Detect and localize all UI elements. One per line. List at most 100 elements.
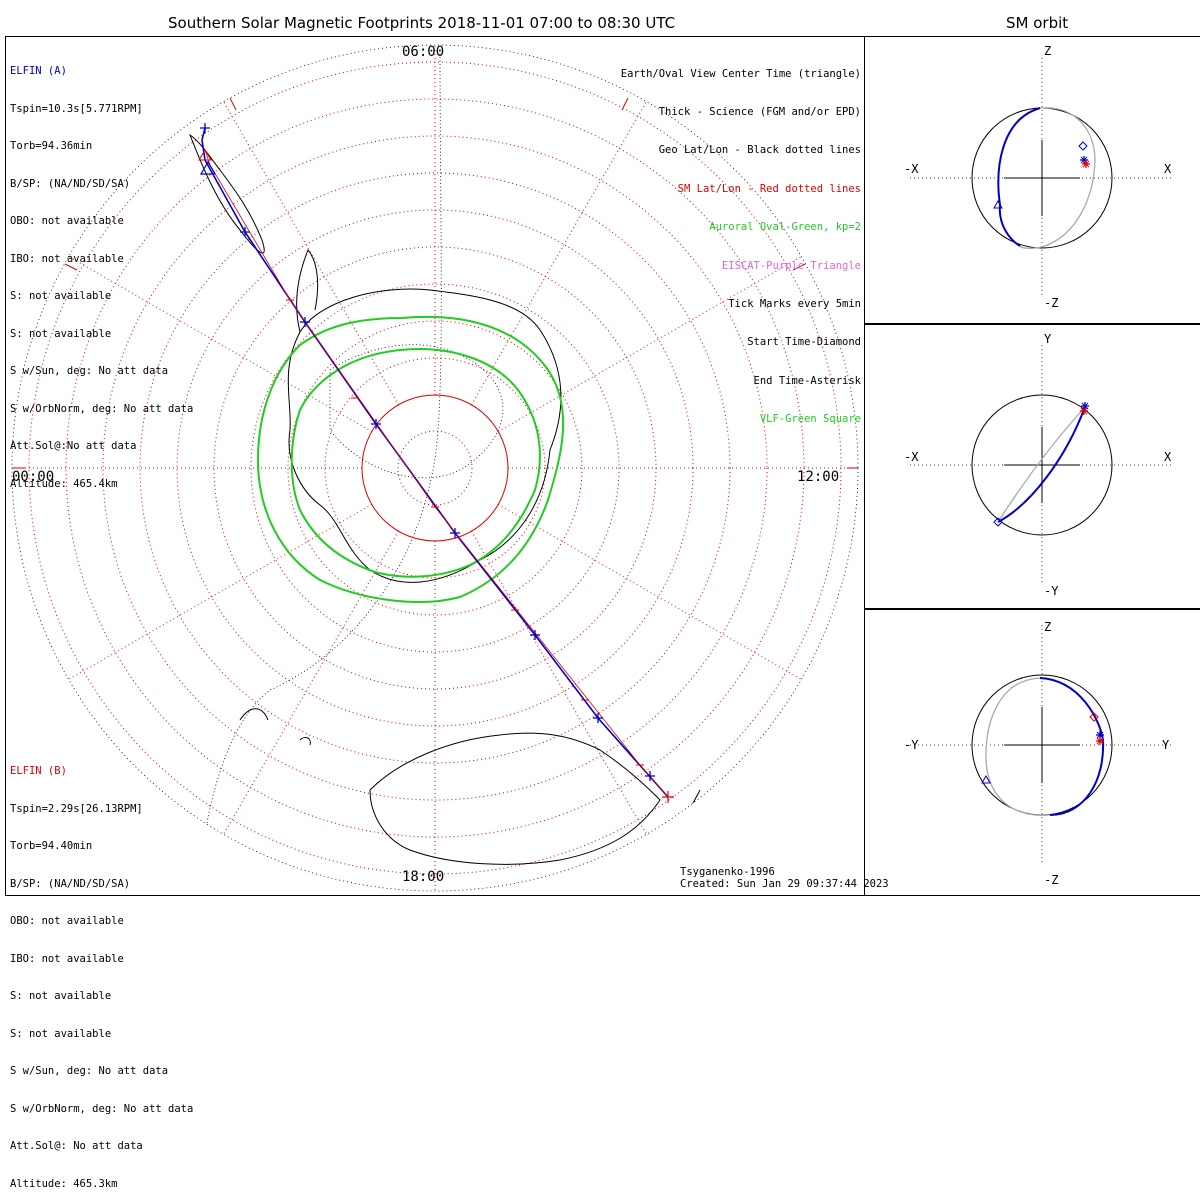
sm-meridian bbox=[66, 255, 373, 432]
orbit-panel-yz bbox=[864, 608, 1200, 896]
elfin-a-info: ELFIN (A) Tspin=10.3s[5.771RPM] Torb=94.… bbox=[10, 40, 193, 503]
sm-meridian bbox=[222, 99, 399, 406]
orbit-asterisk bbox=[1080, 156, 1088, 164]
elfin-a-line: IBO: not available bbox=[10, 252, 124, 265]
sm-meridian bbox=[471, 530, 648, 837]
africa-tip bbox=[239, 708, 269, 721]
sm-ring bbox=[102, 135, 768, 801]
orbit-path-b bbox=[1019, 107, 1096, 249]
orbit-yz-right-label: Y bbox=[1162, 738, 1170, 752]
orbit-path-a bbox=[1039, 677, 1105, 816]
orbit-xz-left-label: -X bbox=[904, 162, 919, 176]
elfin-a-line: OBO: not available bbox=[10, 215, 124, 227]
legend-item: Thick - Science (FGM and/or EPD) bbox=[658, 105, 861, 118]
orbit-xy-bottom-label: -Y bbox=[1044, 584, 1059, 598]
orbit-yz-left-label: -Y bbox=[904, 738, 919, 752]
orbit-asterisk bbox=[1096, 737, 1104, 745]
sm-meridian bbox=[497, 504, 804, 681]
map-layer bbox=[12, 45, 858, 891]
sm-ring bbox=[176, 209, 694, 727]
elfin-b-line: S: not available bbox=[10, 990, 112, 1002]
edge-ticks bbox=[12, 97, 858, 469]
elfin-tracks bbox=[198, 123, 674, 803]
orbit-triangle bbox=[981, 774, 991, 784]
legend-item: EISCAT-Purple Triangle bbox=[721, 259, 861, 272]
orbit-xz-bottom-label: -Z bbox=[1044, 296, 1059, 310]
orbit-path-a bbox=[997, 406, 1086, 523]
sm-ring bbox=[287, 320, 583, 616]
orbit-path-b bbox=[985, 677, 1051, 816]
legend-item: Start Time-Diamond bbox=[747, 336, 861, 349]
footer-created: Created: Sun Jan 29 09:37:44 2023 bbox=[680, 878, 889, 890]
orbit-xz-right-label: X bbox=[1164, 162, 1172, 176]
elfin-b-line: S: not available bbox=[10, 1027, 112, 1040]
orbit-panel-xy bbox=[864, 323, 1200, 610]
oval-outer bbox=[256, 315, 565, 603]
sm-meridians bbox=[12, 45, 858, 891]
kerguelen bbox=[299, 737, 311, 746]
orbit-plot-yz bbox=[910, 625, 1174, 865]
elfin-a-track bbox=[201, 127, 669, 798]
orbit-panel-xz bbox=[864, 36, 1200, 325]
auroral-ovals bbox=[256, 315, 565, 603]
orbit-yz-top-label: Z bbox=[1044, 620, 1052, 634]
legend: Earth/Oval View Center Time (triangle) T… bbox=[621, 42, 861, 439]
sm-meridian bbox=[471, 99, 648, 406]
elfin-b-line: OBO: not available bbox=[10, 915, 124, 927]
legend-item: Geo Lat/Lon - Black dotted lines bbox=[658, 144, 861, 157]
elfin-b-line: S w/Sun, deg: No att data bbox=[10, 1065, 169, 1077]
earth-circle bbox=[971, 394, 1113, 536]
legend-item: Earth/Oval View Center Time (triangle) bbox=[620, 67, 861, 80]
legend-item: VLF-Green Square bbox=[759, 413, 861, 426]
orbit-triangle bbox=[993, 199, 1003, 209]
elfin-b-track bbox=[204, 149, 669, 798]
elfin-a-line: S: not available bbox=[10, 327, 112, 340]
elfin-b-line: IBO: not available bbox=[10, 952, 124, 965]
sm-meridian bbox=[66, 504, 373, 681]
orbit-path-b bbox=[997, 406, 1086, 523]
orbit-path-a bbox=[997, 107, 1041, 247]
elfin-b-info: ELFIN (B) Tspin=2.29s[26.13RPM] Torb=94.… bbox=[10, 740, 193, 1203]
new-zealand bbox=[669, 789, 701, 841]
sm-meridian bbox=[497, 255, 804, 432]
sm-ring bbox=[213, 246, 657, 690]
elfin-a-line: Tspin=10.3s[5.771RPM] bbox=[10, 102, 143, 115]
orbit-asterisk bbox=[1080, 407, 1088, 415]
orbit-asterisk bbox=[1081, 402, 1089, 410]
orbit-title: SM orbit bbox=[1006, 14, 1069, 32]
elfin-b-line: B/SP: (NA/ND/SD/SA) bbox=[10, 877, 131, 890]
legend-item: SM Lat/Lon - Red dotted lines bbox=[677, 182, 861, 195]
mlt-label-right: 12:00 bbox=[797, 469, 840, 485]
orbit-diamond bbox=[993, 517, 1003, 527]
orbit-yz-bottom-label: -Z bbox=[1044, 873, 1059, 887]
sm-ring bbox=[139, 172, 731, 764]
orbit-asterisk bbox=[1082, 160, 1090, 168]
elfin-a-center-triangle bbox=[199, 160, 217, 175]
elfin-b-name: ELFIN (B) bbox=[10, 765, 67, 777]
elfin-a-line: S w/OrbNorm, deg: No att data bbox=[10, 402, 194, 415]
legend-item: Tick Marks every 5min bbox=[728, 297, 861, 310]
orbit-diamond bbox=[1089, 712, 1099, 722]
mlt-label-top: 06:00 bbox=[402, 44, 445, 60]
australia bbox=[369, 732, 661, 865]
orbit-xy-top-label: Y bbox=[1044, 332, 1052, 346]
legend-item: Auroral Oval-Green, kp=2 bbox=[709, 221, 861, 234]
legend-item: End Time-Asterisk bbox=[753, 374, 861, 387]
elfin-b-center-triangle bbox=[198, 149, 212, 161]
south-america bbox=[188, 133, 265, 254]
orbit-xz-top-label: Z bbox=[1044, 44, 1052, 58]
elfin-a-line: Altitude: 465.4km bbox=[10, 477, 118, 490]
elfin-a-name: ELFIN (A) bbox=[10, 65, 67, 77]
sm-ring bbox=[250, 283, 620, 653]
elfin-a-line: S w/Sun, deg: No att data bbox=[10, 365, 169, 377]
elfin-b-line: Att.Sol@: No att data bbox=[10, 1140, 143, 1152]
orbit-asterisk bbox=[1096, 731, 1104, 739]
sm-ring bbox=[397, 430, 473, 506]
elfin-a-line: B/SP: (NA/ND/SD/SA) bbox=[10, 177, 131, 190]
antarctic-peninsula bbox=[296, 249, 319, 333]
sm-meridian bbox=[222, 530, 399, 837]
footprint-map bbox=[11, 44, 1174, 892]
elfin-a-line: Torb=94.36min bbox=[10, 140, 93, 152]
elfin-b-line: Torb=94.40min bbox=[10, 840, 93, 852]
footer-model: Tsyganenko-1996 bbox=[680, 866, 775, 878]
